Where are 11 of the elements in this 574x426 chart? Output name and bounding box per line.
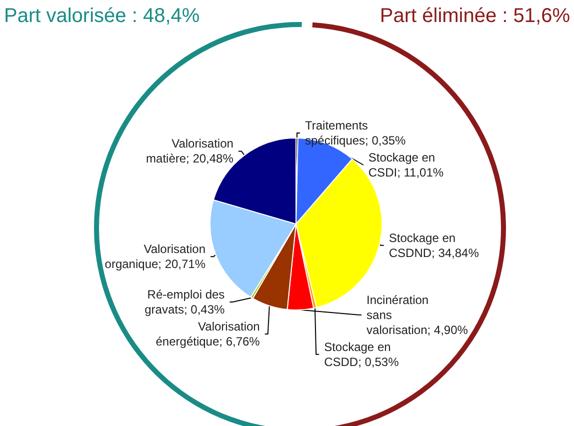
slice-label: Valorisation matière; 20,48%	[146, 136, 234, 166]
slice-label: Part éliminée : 51,6%	[378, 4, 571, 28]
slice-label: Stockage en CSDI; 11,01%	[368, 150, 444, 180]
slice-label: Incinération sans valorisation; 4,90%	[366, 292, 468, 337]
slice-label: Valorisation organique; 20,71%	[104, 242, 206, 272]
slice-label: Stockage en CSDND; 34,84%	[388, 230, 480, 260]
slice-label: Traitements spécifiques; 0,35%	[305, 118, 406, 148]
slice-label: Ré-emploi des gravats; 0,43%	[144, 288, 225, 317]
slice-label: Part valorisée : 48,4%	[3, 4, 201, 28]
slice-label: Stockage en CSDD; 0,53%	[324, 340, 400, 369]
slice-label: Valorisation énergétique; 6,76%	[156, 320, 260, 349]
